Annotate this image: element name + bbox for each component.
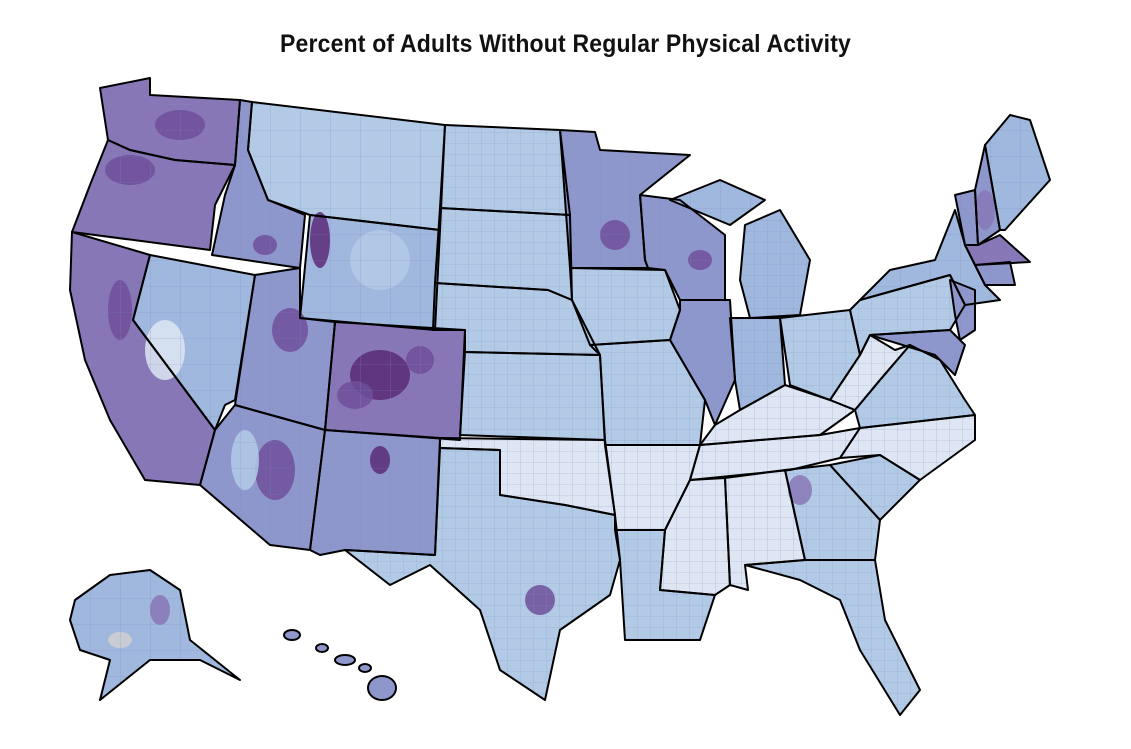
county-lines-indiana	[730, 318, 785, 410]
state-hawaii-island	[334, 654, 356, 666]
state-border-massachusetts	[964, 234, 1031, 266]
county-lines-california	[70, 232, 215, 485]
state-border-new-jersey	[949, 279, 976, 341]
county-lines-illinois	[670, 300, 735, 425]
county-lines-connecticut-rhode-island	[975, 262, 1015, 285]
county-lines-vermont	[955, 190, 978, 245]
county-lines-alaska	[70, 570, 240, 700]
county-lines-oregon	[72, 140, 235, 250]
state-border-texas	[344, 447, 621, 701]
county-lines-louisiana	[615, 530, 715, 640]
county-lines-texas	[345, 448, 620, 700]
state-hawaii-island	[283, 629, 301, 641]
county-lines-iowa	[570, 268, 680, 345]
county-lines-nebraska	[433, 283, 600, 355]
county-lines-idaho	[212, 100, 305, 268]
county-lines-maryland-delaware	[870, 330, 965, 375]
county-lines-south-carolina	[830, 455, 920, 520]
county-lines-maine	[985, 115, 1050, 230]
state-border-maryland-delaware	[869, 329, 966, 376]
county-lines-oklahoma	[440, 438, 615, 515]
county-lines-kansas	[460, 352, 605, 440]
county-lines-wisconsin	[640, 195, 725, 300]
state-hawaii-island	[315, 643, 329, 653]
state-border-illinois	[669, 299, 736, 426]
county-lines-washington	[100, 78, 240, 165]
county-lines-new-mexico	[310, 430, 440, 555]
state-border-florida	[744, 559, 921, 716]
county-lines-michigan-lower	[740, 210, 810, 318]
county-lines-kentucky	[700, 385, 855, 445]
county-lines-mississippi	[660, 478, 730, 595]
county-lines-arizona	[200, 405, 325, 550]
county-lines-wyoming	[300, 215, 440, 330]
county-lines-nevada	[133, 255, 255, 430]
county-lines-alabama	[725, 470, 805, 590]
state-border-georgia	[784, 464, 881, 561]
county-lines-colorado	[325, 322, 465, 440]
county-lines-new-hampshire	[975, 145, 1000, 245]
county-lines-tennessee	[690, 428, 860, 480]
state-border-oregon	[71, 139, 236, 251]
state-border-michigan-upper	[669, 179, 766, 226]
state-border-colorado	[324, 321, 466, 441]
county-lines-georgia	[785, 465, 880, 560]
county-lines-south-dakota	[435, 208, 572, 300]
county-lines-massachusetts	[965, 235, 1030, 265]
county-lines-missouri	[590, 340, 705, 445]
state-border-connecticut-rhode-island	[974, 261, 1016, 286]
county-lines-virginia	[855, 345, 975, 428]
county-lines-utah	[235, 268, 335, 430]
county-lines-west-virginia	[830, 335, 910, 410]
county-lines-ohio	[780, 310, 860, 400]
state-border-maine	[984, 114, 1051, 231]
state-border-alaska	[69, 569, 241, 701]
county-lines-arkansas	[605, 445, 700, 530]
county-lines-north-dakota	[440, 125, 570, 215]
state-hawaii-island	[367, 675, 397, 701]
county-lines-new-york	[860, 210, 1000, 305]
county-lines-montana	[248, 102, 445, 230]
county-lines-minnesota	[560, 130, 690, 268]
map-title: Percent of Adults Without Regular Physic…	[279, 30, 852, 58]
state-hawaii-island	[358, 663, 372, 673]
